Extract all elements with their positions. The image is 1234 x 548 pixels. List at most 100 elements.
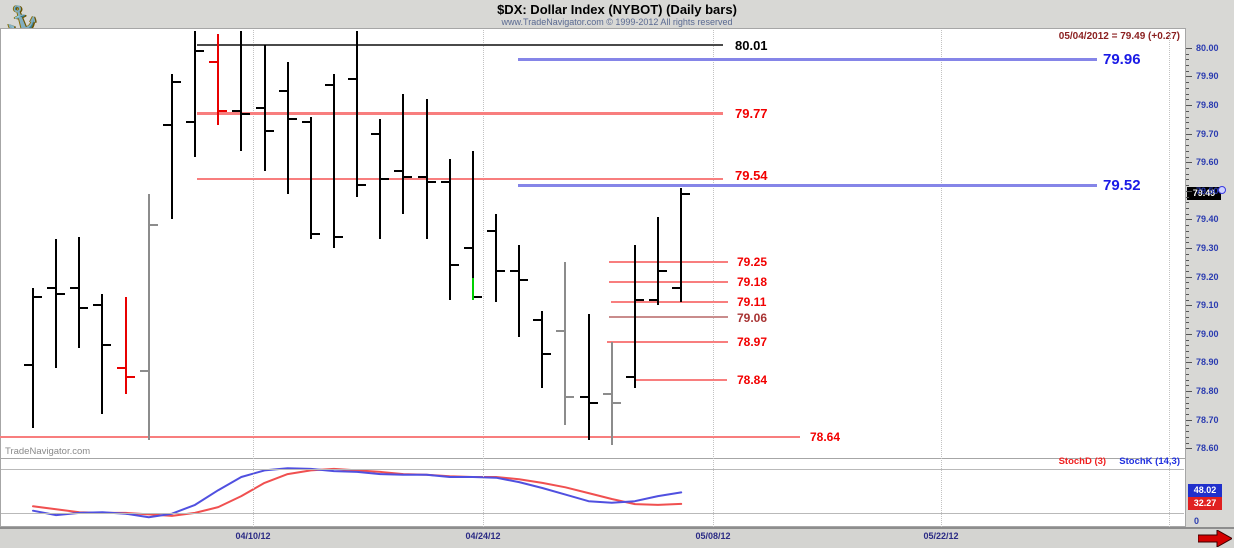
scroll-right-arrow-icon[interactable] <box>1197 529 1234 548</box>
price-axis-tick <box>1186 93 1189 95</box>
close-tick <box>566 395 575 398</box>
ohlc-bar <box>518 245 521 337</box>
ohlc-bar <box>657 216 660 306</box>
price-axis-tick <box>1186 305 1192 307</box>
price-axis-tick <box>1186 270 1189 272</box>
price-axis-tick <box>1186 385 1189 387</box>
price-axis-tick <box>1186 133 1192 135</box>
price-level-label: 79.25 <box>737 255 768 270</box>
open-tick <box>556 330 565 332</box>
price-axis-tick <box>1186 265 1189 267</box>
close-tick <box>589 401 598 404</box>
close-tick <box>126 375 135 378</box>
stoch-gridline <box>1 468 1184 470</box>
price-axis-tick <box>1186 293 1189 295</box>
open-tick <box>255 106 264 109</box>
price-axis-tick <box>1186 190 1192 192</box>
price-axis-tick <box>1186 373 1189 375</box>
main-price-panel <box>0 28 1186 459</box>
stoch-gridline <box>1 512 1184 514</box>
price-level-line <box>197 112 723 116</box>
price-axis-tick <box>1186 425 1189 427</box>
close-tick <box>196 49 205 52</box>
open-tick <box>487 229 495 232</box>
price-axis-label: 79.40 <box>1196 214 1219 225</box>
price-axis-tick <box>1186 316 1189 318</box>
price-axis-tick <box>1186 202 1189 204</box>
price-axis-tick <box>1186 82 1189 84</box>
ohlc-bar <box>541 310 544 389</box>
price-axis-tick <box>1186 339 1189 341</box>
price-level-label: 80.01 <box>735 37 768 53</box>
price-axis-tick <box>1186 242 1189 244</box>
ohlc-bar <box>471 150 474 300</box>
close-tick <box>242 112 251 115</box>
price-axis-tick <box>1186 322 1189 324</box>
ohlc-bar <box>633 245 636 389</box>
ohlc-bar <box>610 342 613 446</box>
close-tick <box>149 224 158 227</box>
price-axis-tick <box>1186 259 1189 261</box>
price-axis-tick <box>1186 230 1189 232</box>
close-tick <box>682 192 691 195</box>
price-axis-tick <box>1186 448 1192 450</box>
price-axis-tick <box>1186 150 1189 152</box>
price-axis-label: 79.70 <box>1196 128 1219 139</box>
price-axis-tick <box>1186 185 1189 187</box>
ohlc-bar <box>194 30 197 157</box>
price-level-label: 79.96 <box>1103 50 1141 68</box>
close-tick <box>450 264 459 267</box>
ohlc-bar <box>495 213 497 303</box>
close-tick <box>265 129 274 132</box>
ohlc-bar <box>147 193 150 440</box>
price-level-line <box>636 378 727 381</box>
close-tick <box>635 298 644 301</box>
price-axis-tick <box>1186 219 1192 221</box>
ohlc-bar <box>124 296 127 394</box>
price-axis-label: 80.00 <box>1196 42 1219 53</box>
close-tick <box>358 184 367 187</box>
stoch-d-value-badge: 32.27 <box>1188 497 1222 510</box>
price-axis-tick <box>1186 419 1192 421</box>
ohlc-bar <box>78 236 81 349</box>
price-level-line <box>518 57 1097 61</box>
date-axis-label: 04/10/12 <box>235 531 271 541</box>
date-gridline <box>483 30 484 527</box>
price-axis-tick <box>1186 379 1189 381</box>
price-axis-tick <box>1186 236 1189 238</box>
price-axis-tick <box>1186 368 1189 370</box>
close-tick <box>381 178 390 181</box>
close-tick <box>80 307 89 310</box>
open-tick <box>209 61 218 64</box>
open-tick <box>394 169 403 172</box>
price-axis-tick <box>1186 162 1192 164</box>
ohlc-bar <box>425 99 428 240</box>
ohlc-bar <box>286 62 289 194</box>
stoch-k-legend-label: StochK (14,3) <box>1119 456 1180 467</box>
ohlc-bar <box>332 73 335 249</box>
open-tick <box>301 121 310 124</box>
ohlc-bar <box>217 33 220 126</box>
price-axis-tick <box>1186 196 1189 198</box>
ohlc-bar <box>356 30 359 197</box>
price-level-label: 78.97 <box>737 335 768 350</box>
open-tick <box>47 287 56 290</box>
price-axis-tick <box>1186 333 1192 335</box>
price-axis-tick <box>1186 276 1192 278</box>
price-axis-tick <box>1186 173 1189 175</box>
close-tick <box>57 292 66 295</box>
chart-subtitle: www.TradeNavigator.com © 1999-2012 All r… <box>501 17 733 27</box>
stochastic-legend: StochD (3) StochK (14,3) <box>1059 456 1180 467</box>
date-axis-strip <box>0 527 1234 548</box>
close-tick <box>219 109 228 112</box>
price-axis-label: 79.80 <box>1196 100 1219 111</box>
price-axis-label: 79.90 <box>1196 71 1219 82</box>
ohlc-bar <box>170 73 173 220</box>
close-tick <box>659 269 668 272</box>
price-axis-tick <box>1186 145 1189 147</box>
price-axis-tick <box>1186 122 1189 124</box>
price-axis-tick <box>1186 299 1189 301</box>
price-level-line <box>609 281 728 284</box>
open-tick <box>93 304 102 307</box>
